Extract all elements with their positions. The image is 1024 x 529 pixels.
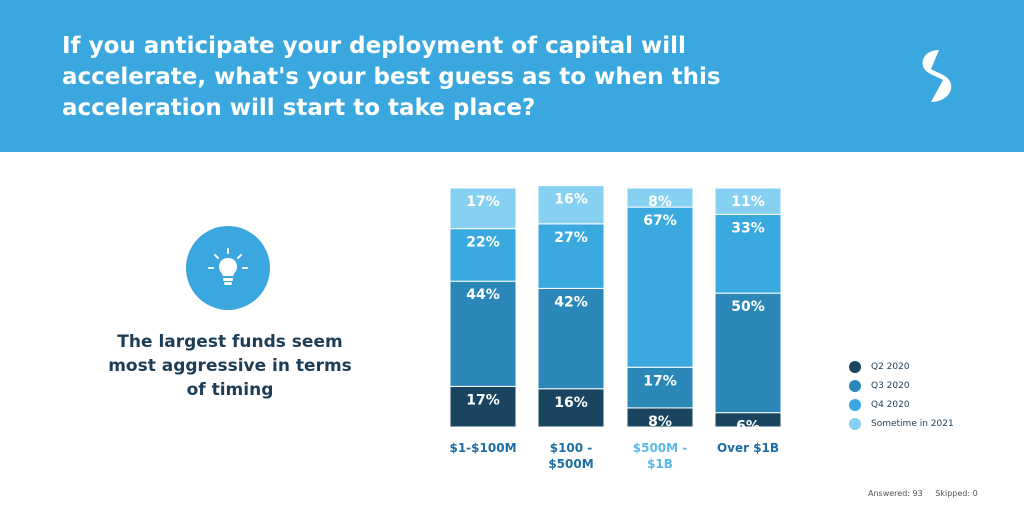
lightbulb-icon xyxy=(208,248,248,285)
data-label: 8% xyxy=(648,194,672,210)
bar-segment xyxy=(626,366,694,409)
page-title: If you anticipate your deployment of cap… xyxy=(62,33,721,121)
bar-segment xyxy=(449,385,517,428)
skipped-count: Skipped: 0 xyxy=(935,489,978,498)
legend-label: Q2 2020 xyxy=(871,362,910,372)
category-label: $500M -$1B xyxy=(633,441,688,471)
bar-segment xyxy=(537,287,605,390)
bar-segment xyxy=(537,223,605,289)
data-label: 8% xyxy=(648,414,672,430)
data-label: 22% xyxy=(466,235,500,251)
legend-label: Q3 2020 xyxy=(871,381,910,391)
bar-segment xyxy=(626,187,694,208)
legend-swatch xyxy=(849,399,861,411)
legend-swatch xyxy=(849,380,861,392)
chart-legend: Q2 2020 Q3 2020 Q4 2020 Sometime in 2021 xyxy=(849,358,954,434)
legend-item: Q2 2020 xyxy=(849,358,954,376)
legend-label: Sometime in 2021 xyxy=(871,419,954,429)
bar-segment xyxy=(714,292,782,414)
category-label: $100 -$500M xyxy=(548,441,593,471)
lightbulb-badge xyxy=(186,226,270,310)
header-banner: If you anticipate your deployment of cap… xyxy=(0,0,1024,152)
bar-segment xyxy=(626,206,694,368)
category-label: $1-$100M xyxy=(449,441,516,455)
response-stats: Answered: 93 Skipped: 0 xyxy=(868,489,988,498)
data-label: 67% xyxy=(643,213,677,229)
brand-s-logo-icon xyxy=(922,50,952,102)
legend-item: Sometime in 2021 xyxy=(849,415,954,433)
data-label: 17% xyxy=(466,392,500,408)
insight-text: The largest funds seem most aggressive i… xyxy=(108,332,352,400)
answered-count: Answered: 93 xyxy=(868,489,923,498)
legend-swatch xyxy=(849,418,861,430)
bar-segment xyxy=(537,185,605,225)
data-label: 50% xyxy=(731,299,765,315)
legend-item: Q4 2020 xyxy=(849,396,954,414)
data-label: 17% xyxy=(643,373,677,389)
data-label: 42% xyxy=(554,294,588,310)
data-label: 6% xyxy=(736,419,760,435)
bar-segment xyxy=(449,228,517,282)
data-label: 17% xyxy=(466,194,500,210)
legend-item: Q3 2020 xyxy=(849,377,954,395)
bar-segment xyxy=(714,187,782,215)
legend-swatch xyxy=(849,361,861,373)
data-label: 16% xyxy=(554,395,588,411)
data-label: 44% xyxy=(466,287,500,303)
data-label: 27% xyxy=(554,230,588,246)
data-label: 11% xyxy=(731,194,765,210)
bar-segment xyxy=(449,187,517,230)
legend-label: Q4 2020 xyxy=(871,400,910,410)
data-label: 16% xyxy=(554,192,588,208)
data-label: 33% xyxy=(731,220,765,236)
category-label: Over $1B xyxy=(717,441,779,455)
